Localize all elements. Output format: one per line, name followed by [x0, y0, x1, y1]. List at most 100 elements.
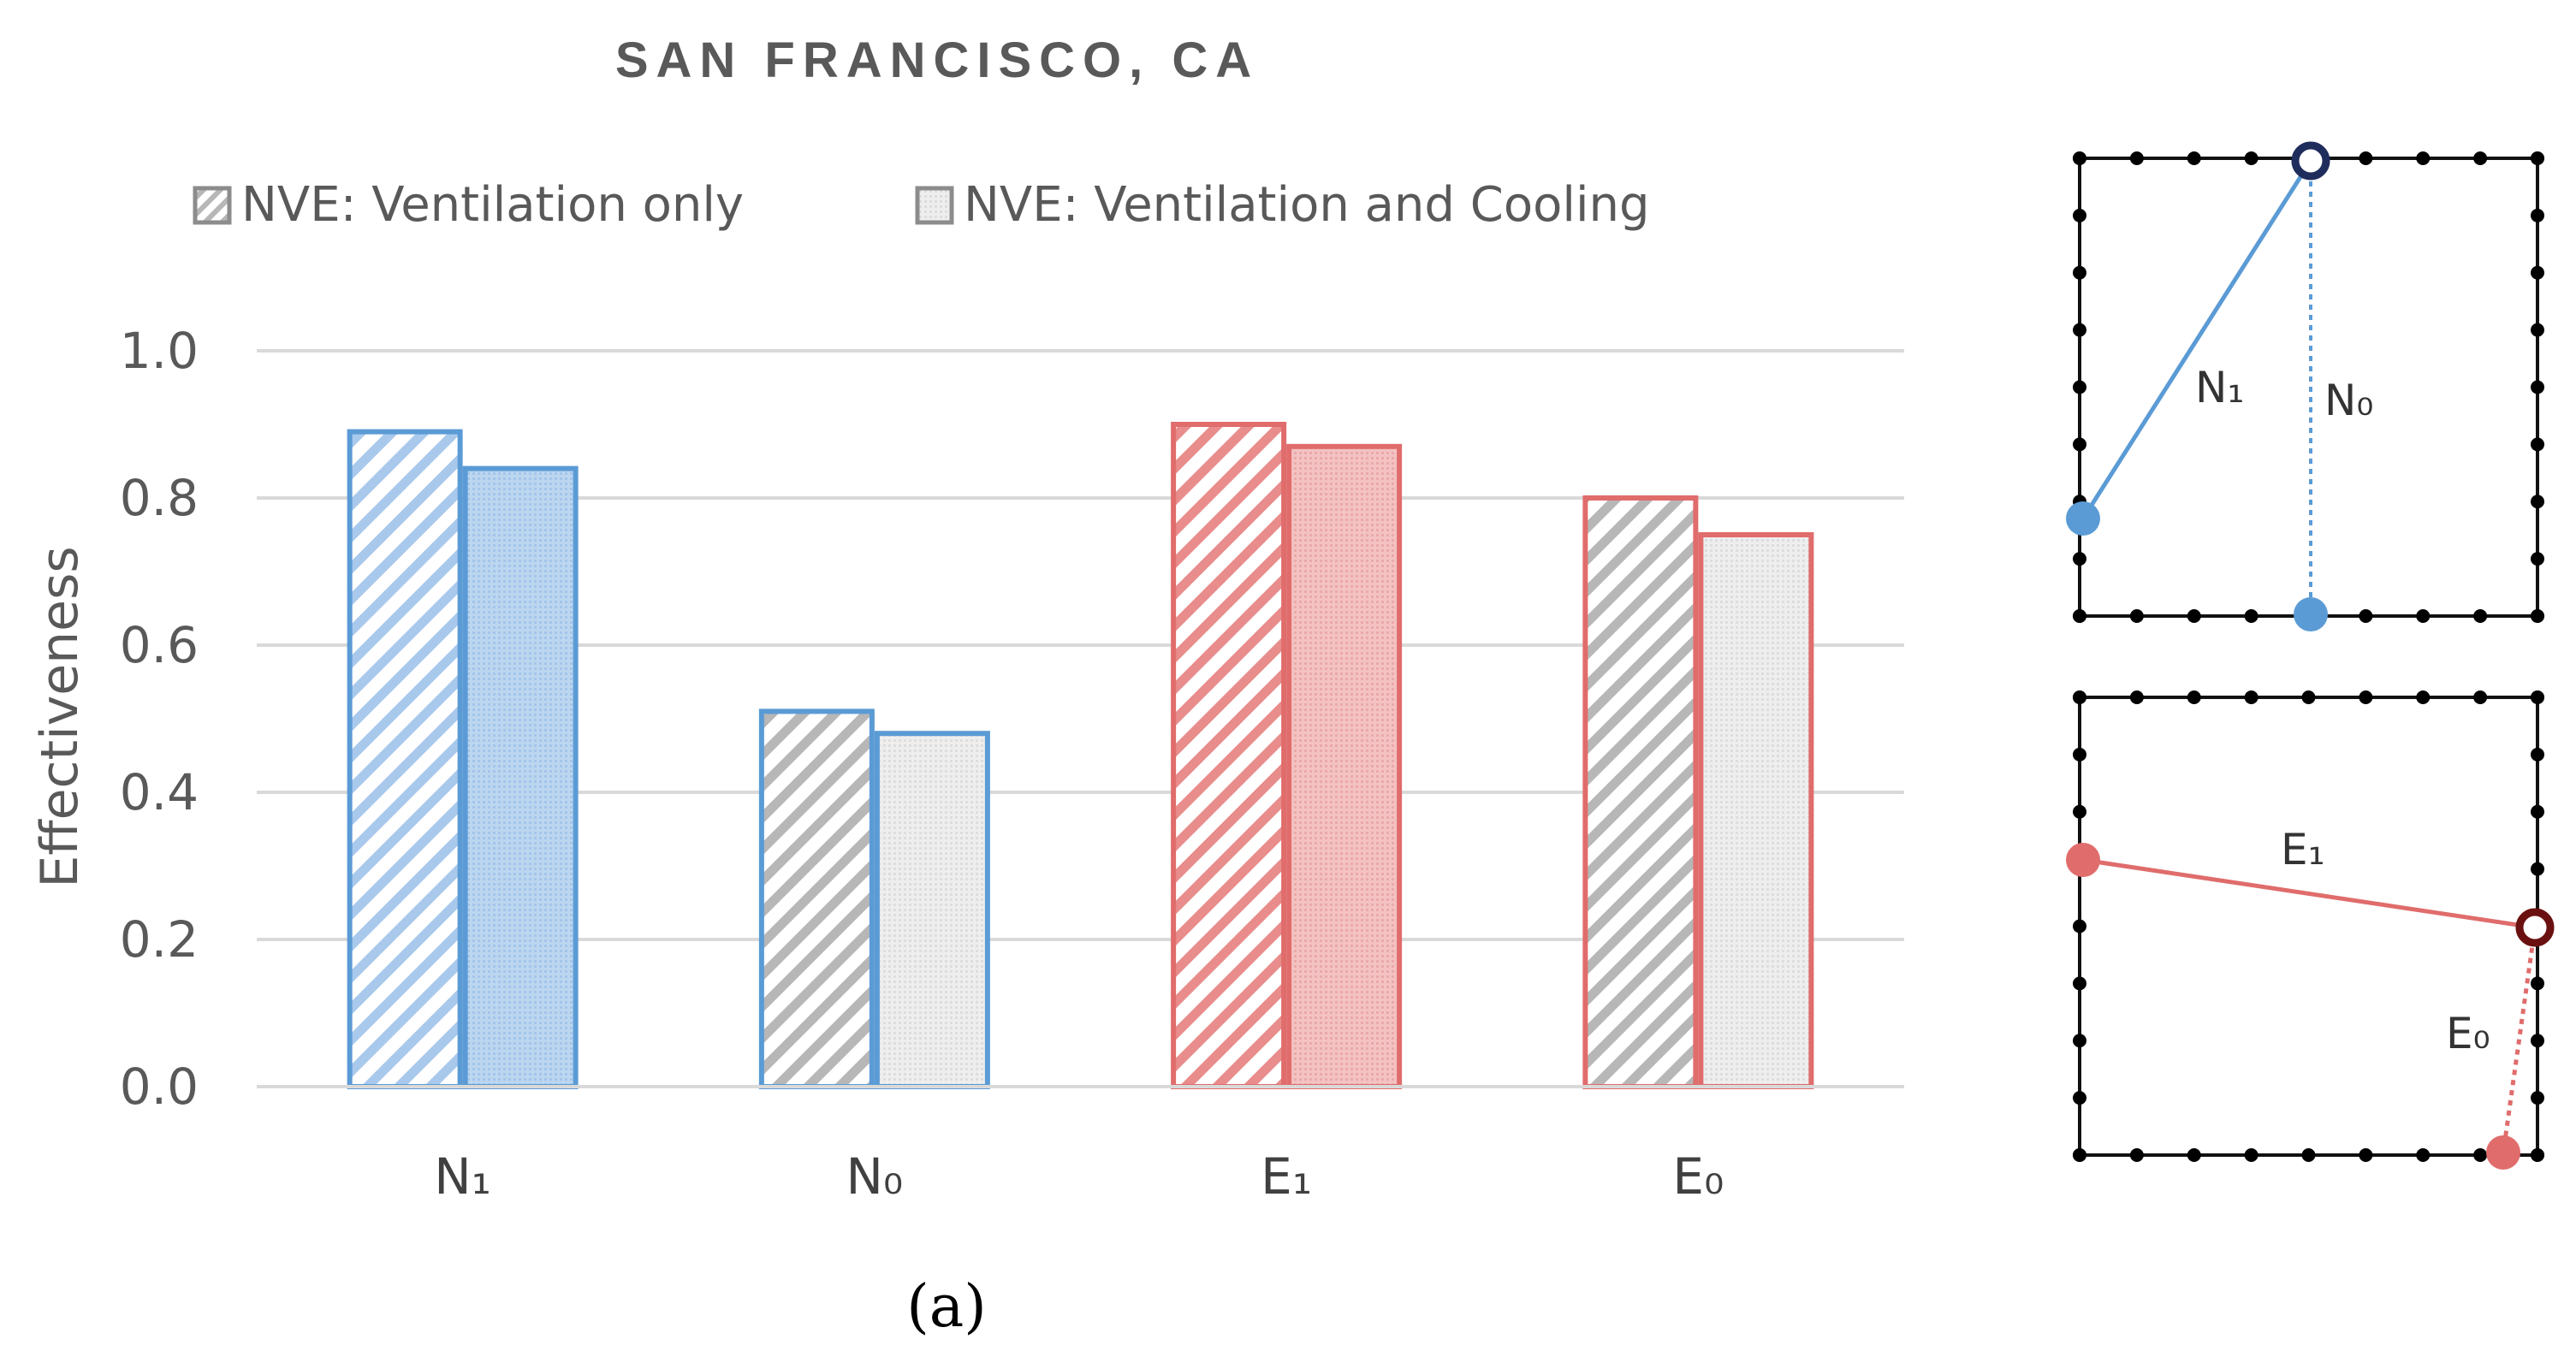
boundary-dot — [2531, 862, 2544, 876]
chart-title: SAN FRANCISCO, CA — [615, 33, 1259, 88]
boundary-dot — [2073, 804, 2086, 819]
x-tick-label: E₀ — [1672, 1147, 1724, 1206]
legend-swatch-ventilation-cooling — [915, 186, 954, 225]
bars — [257, 422, 1904, 1090]
boundary-dot — [2073, 208, 2086, 222]
diagram-north: N₁ N₀ — [2066, 141, 2544, 631]
y-tick-label: 1.0 — [120, 322, 199, 380]
boundary-dot — [2073, 747, 2086, 762]
y-tick-label: 0.6 — [120, 616, 199, 674]
bar-ventilation-only — [347, 429, 463, 1090]
boundary-dot — [2244, 151, 2258, 165]
legend: NVE: Ventilation only NVE: Ventilation a… — [193, 177, 1650, 233]
diagram-east-e1-endpoint — [2066, 843, 2100, 877]
diagram-north-boundary-dots — [2073, 151, 2544, 623]
boundary-dot — [2073, 552, 2086, 566]
diagram-north-n1-line — [2080, 159, 2313, 520]
boundary-dot — [2073, 609, 2086, 623]
boundary-dot — [2073, 690, 2086, 704]
y-tick-labels: 0.0 0.2 0.4 0.6 0.8 1.0 — [120, 322, 199, 1116]
boundary-dot — [2129, 1148, 2144, 1162]
boundary-dot — [2244, 690, 2258, 704]
diagram-east-room-outline — [2078, 696, 2539, 1157]
figure-caption: (a) — [906, 1273, 987, 1341]
boundary-dot — [2359, 690, 2373, 704]
boundary-dot — [2359, 151, 2373, 165]
y-tick-label: 0.4 — [120, 763, 199, 821]
boundary-dot — [2531, 1034, 2544, 1048]
boundary-dot — [2531, 437, 2544, 452]
x-tick-label: N₀ — [846, 1147, 904, 1206]
boundary-dot — [2531, 265, 2544, 280]
bar-ventilation-cooling — [462, 465, 579, 1089]
boundary-dot — [2531, 495, 2544, 509]
boundary-dot — [2531, 323, 2544, 337]
boundary-dot — [2187, 690, 2201, 704]
boundary-dot — [2073, 919, 2086, 933]
diagram-east-boundary-dots — [2073, 690, 2544, 1162]
boundary-dot — [2416, 690, 2431, 704]
boundary-dot — [2187, 1148, 2201, 1162]
legend-label-ventilation-cooling: NVE: Ventilation and Cooling — [964, 177, 1650, 233]
boundary-dot — [2531, 804, 2544, 819]
legend-label-ventilation-only: NVE: Ventilation only — [241, 177, 744, 233]
boundary-dot — [2473, 1148, 2488, 1162]
diagram-north-label-n0: N₀ — [2324, 376, 2373, 425]
boundary-dot — [2531, 208, 2544, 222]
diagram-north-n0-endpoint — [2294, 597, 2328, 631]
boundary-dot — [2531, 747, 2544, 762]
boundary-dot — [2531, 976, 2544, 991]
boundary-dot — [2531, 690, 2544, 704]
bar-ventilation-only — [1171, 422, 1287, 1089]
boundary-dot — [2073, 976, 2086, 991]
boundary-dot — [2301, 690, 2316, 704]
diagram-east: E₁ E₀ — [2066, 690, 2555, 1170]
boundary-dot — [2244, 1148, 2258, 1162]
y-tick-label: 0.2 — [120, 910, 199, 969]
diagram-north-label-n1: N₁ — [2195, 363, 2244, 412]
boundary-dot — [2531, 1148, 2544, 1162]
boundary-dot — [2473, 690, 2488, 704]
boundary-dot — [2473, 609, 2488, 623]
boundary-dot — [2073, 1034, 2086, 1048]
x-tick-label: N₁ — [434, 1147, 491, 1206]
boundary-dot — [2129, 609, 2144, 623]
diagram-east-origin-point — [2515, 908, 2555, 947]
boundary-dot — [2073, 437, 2086, 452]
boundary-dot — [2073, 265, 2086, 280]
boundary-dot — [2531, 609, 2544, 623]
boundary-dot — [2531, 380, 2544, 394]
boundary-dot — [2129, 151, 2144, 165]
diagram-north-origin-point — [2291, 141, 2330, 181]
x-tick-labels: N₁ N₀ E₁ E₀ — [434, 1147, 1724, 1206]
bar-ventilation-cooling — [1698, 532, 1814, 1089]
y-tick-label: 0.8 — [120, 469, 199, 527]
x-tick-label: E₁ — [1261, 1147, 1312, 1206]
diagram-east-label-e1: E₁ — [2281, 825, 2325, 874]
boundary-dot — [2531, 1091, 2544, 1105]
boundary-dot — [2359, 609, 2373, 623]
boundary-dot — [2073, 151, 2086, 165]
boundary-dot — [2073, 1091, 2086, 1105]
boundary-dot — [2187, 609, 2201, 623]
boundary-dot — [2416, 609, 2431, 623]
boundary-dot — [2129, 690, 2144, 704]
bar-ventilation-cooling — [874, 731, 990, 1089]
boundary-dot — [2473, 151, 2488, 165]
diagram-north-n1-endpoint — [2066, 501, 2100, 536]
diagram-east-label-e0: E₀ — [2446, 1009, 2490, 1058]
boundary-dot — [2073, 380, 2086, 394]
boundary-dot — [2359, 1148, 2373, 1162]
boundary-dot — [2187, 151, 2201, 165]
boundary-dot — [2531, 552, 2544, 566]
diagram-east-e0-line — [2501, 927, 2537, 1153]
diagram-east-e1-line — [2082, 857, 2536, 930]
y-tick-label: 0.0 — [120, 1058, 199, 1116]
diagram-north-room-outline — [2078, 157, 2539, 618]
diagram-east-e0-endpoint — [2486, 1135, 2520, 1170]
boundary-dot — [2416, 1148, 2431, 1162]
y-axis-label: Effectiveness — [30, 546, 90, 887]
bar-ventilation-only — [758, 708, 875, 1090]
boundary-dot — [2244, 609, 2258, 623]
